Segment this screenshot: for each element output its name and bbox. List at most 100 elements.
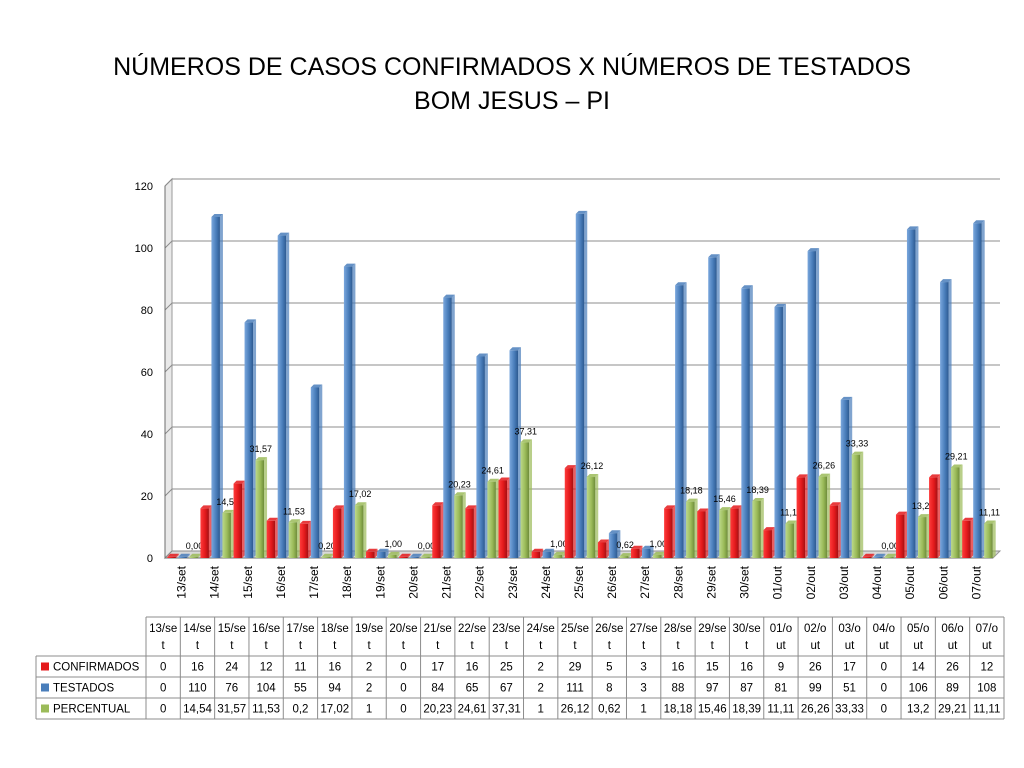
bar-side bbox=[882, 553, 886, 558]
bar-top bbox=[807, 248, 820, 252]
bar-front bbox=[962, 520, 971, 558]
bar-top bbox=[940, 279, 952, 283]
table-cell: 0 bbox=[160, 704, 166, 716]
bar-top bbox=[266, 517, 279, 521]
table-cell: 24,61 bbox=[458, 704, 487, 716]
x-tick-label: 03/out bbox=[837, 565, 851, 599]
x-tick-label: 02/out bbox=[804, 565, 818, 599]
y-tick-label: 120 bbox=[135, 181, 153, 193]
bar-confirmados bbox=[366, 548, 378, 558]
bar-side bbox=[816, 248, 820, 558]
table-header-cell: ut bbox=[982, 640, 992, 652]
bar-top bbox=[509, 347, 522, 351]
bar-side bbox=[959, 464, 963, 558]
x-tick-label: 21/set bbox=[440, 565, 454, 598]
x-tick-label: 20/set bbox=[406, 565, 420, 598]
table-cell: 0 bbox=[881, 662, 887, 674]
bar-top bbox=[973, 220, 985, 224]
bar-side bbox=[230, 509, 234, 558]
table-cell: 16 bbox=[740, 662, 753, 674]
bar-side bbox=[937, 474, 941, 558]
bar-top bbox=[873, 553, 886, 557]
table-header-cell: t bbox=[402, 640, 406, 652]
bar-top bbox=[553, 551, 566, 555]
table-cell: 104 bbox=[257, 683, 277, 695]
bar-confirmados bbox=[432, 502, 444, 558]
bar-side bbox=[319, 384, 323, 558]
table-cell: 88 bbox=[672, 683, 685, 695]
table-cell: 17 bbox=[431, 662, 444, 674]
bar-front bbox=[884, 556, 894, 558]
bar-testados bbox=[675, 282, 687, 558]
table-header-cell: t bbox=[265, 640, 269, 652]
bar-side bbox=[363, 502, 367, 558]
table-cell: 2 bbox=[366, 683, 372, 695]
table-cell: 1 bbox=[640, 704, 646, 716]
bar-front bbox=[476, 356, 485, 558]
bar-testados bbox=[807, 248, 820, 558]
bar-top bbox=[277, 232, 290, 236]
table-cell: 89 bbox=[946, 683, 959, 695]
bar-front bbox=[630, 548, 640, 558]
y-tick-label: 0 bbox=[147, 553, 153, 565]
bar-side bbox=[628, 553, 632, 558]
bar-top bbox=[377, 548, 389, 552]
x-tick-label: 28/set bbox=[671, 565, 685, 598]
bar-top bbox=[951, 464, 963, 468]
bar-front bbox=[564, 468, 574, 558]
bar-front bbox=[840, 399, 850, 558]
table-header-cell: 05/o bbox=[907, 623, 929, 635]
table-cell: 0 bbox=[881, 704, 887, 716]
bar-top bbox=[686, 498, 698, 502]
bar-percentual bbox=[586, 474, 599, 558]
table-cell: 29 bbox=[569, 662, 582, 674]
bar-front bbox=[167, 556, 176, 558]
x-tick-label: 23/set bbox=[506, 565, 520, 598]
bar-front bbox=[829, 505, 839, 558]
table-header-cell: ut bbox=[776, 640, 786, 652]
table-cell: 0 bbox=[160, 683, 166, 695]
bar-front bbox=[288, 522, 298, 558]
table-cell: 12 bbox=[260, 662, 273, 674]
table-cell: 99 bbox=[809, 683, 822, 695]
bar-top bbox=[608, 530, 621, 534]
table-cell: 111 bbox=[566, 683, 583, 695]
bar-top bbox=[884, 553, 897, 557]
legend-key-percentual bbox=[41, 704, 49, 713]
bar-confirmados bbox=[597, 539, 610, 558]
bar-top bbox=[917, 514, 930, 518]
bar-front bbox=[366, 551, 375, 558]
bar-side bbox=[948, 279, 952, 558]
bar-front bbox=[597, 542, 607, 558]
bar-side bbox=[253, 319, 257, 558]
bar-front bbox=[763, 530, 772, 558]
bar-testados bbox=[873, 553, 886, 558]
bar-front bbox=[310, 387, 320, 558]
bar-side bbox=[186, 553, 190, 558]
bar-confirmados bbox=[399, 553, 411, 558]
table-cell: 1 bbox=[366, 704, 372, 716]
table-header-cell: 03/o bbox=[838, 623, 860, 635]
gridline bbox=[164, 364, 1000, 373]
bar-top bbox=[343, 263, 356, 267]
bar-percentual bbox=[553, 551, 566, 558]
bar-top bbox=[321, 553, 334, 557]
table-header-cell: 14/se bbox=[183, 623, 211, 635]
table-cell: 108 bbox=[977, 683, 996, 695]
table-cell: 2 bbox=[537, 683, 543, 695]
table-cell: 67 bbox=[500, 683, 513, 695]
table-header-cell: t bbox=[333, 640, 337, 652]
table-cell: 25 bbox=[500, 662, 513, 674]
data-label: 14,54 bbox=[216, 497, 239, 507]
table-cell: 3 bbox=[640, 662, 646, 674]
table-cell: 14,54 bbox=[183, 704, 212, 716]
table-cell: 16 bbox=[672, 662, 685, 674]
bar-front bbox=[553, 554, 563, 558]
bar-confirmados bbox=[167, 553, 179, 558]
table-cell: 26,26 bbox=[801, 704, 830, 716]
table-header-cell: 24/se bbox=[527, 623, 555, 635]
bar-percentual bbox=[785, 520, 797, 558]
bar-front bbox=[851, 454, 861, 558]
table-header-cell: 23/se bbox=[492, 623, 520, 635]
bar-front bbox=[940, 282, 949, 558]
